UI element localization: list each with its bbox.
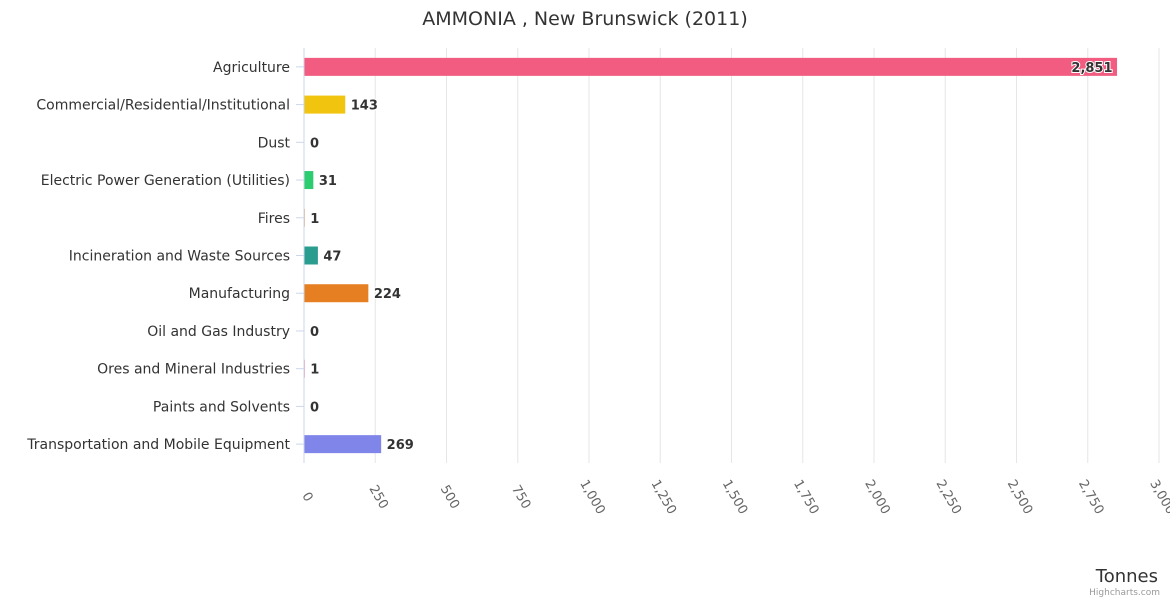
data-label: 47 bbox=[323, 250, 341, 265]
value-tick-label: 1,250 bbox=[647, 477, 679, 517]
category-label: Dust bbox=[258, 135, 291, 151]
category-label: Fires bbox=[258, 211, 290, 227]
value-tick-label: 1,500 bbox=[719, 477, 751, 517]
value-tick-label: 500 bbox=[437, 483, 462, 512]
bar[interactable] bbox=[305, 247, 318, 265]
category-axis bbox=[296, 48, 304, 463]
value-tick-label: 2,250 bbox=[932, 477, 964, 517]
data-label: 2,851 bbox=[1071, 61, 1112, 76]
data-label: 1 bbox=[310, 212, 319, 227]
value-tick-label: 1,000 bbox=[576, 477, 608, 517]
highcharts-credit[interactable]: Highcharts.com bbox=[1089, 588, 1160, 598]
category-label: Paints and Solvents bbox=[153, 399, 290, 415]
value-tick-label: 0 bbox=[298, 490, 315, 505]
bar[interactable] bbox=[305, 96, 346, 114]
data-labels: 2,851 143 0 31 1 47 224 0 1 0 269 bbox=[310, 61, 1113, 453]
bar[interactable] bbox=[305, 435, 382, 453]
value-axis-title: Tonnes bbox=[1095, 566, 1158, 587]
grid-lines bbox=[375, 48, 1159, 463]
data-label: 269 bbox=[387, 438, 414, 453]
category-labels: Agriculture Commercial/Residential/Instit… bbox=[26, 60, 290, 453]
category-label: Transportation and Mobile Equipment bbox=[26, 437, 290, 453]
value-tick-label: 2,750 bbox=[1075, 477, 1107, 517]
bars bbox=[305, 58, 1118, 453]
data-label: 224 bbox=[374, 287, 401, 302]
category-label: Incineration and Waste Sources bbox=[69, 249, 290, 265]
data-label: 0 bbox=[310, 136, 319, 151]
data-label: 1 bbox=[310, 363, 319, 378]
value-tick-label: 2,000 bbox=[861, 477, 893, 517]
bar[interactable] bbox=[305, 58, 1118, 76]
value-axis-ticks: 0 250 500 750 1,000 1,250 1,500 1,750 2,000 2,250… bbox=[298, 477, 1170, 517]
category-label: Ores and Mineral Industries bbox=[97, 362, 290, 378]
value-tick-label: 750 bbox=[508, 483, 533, 512]
value-tick-label: 250 bbox=[366, 483, 391, 512]
category-label: Oil and Gas Industry bbox=[147, 324, 290, 340]
category-label: Commercial/Residential/Institutional bbox=[36, 98, 290, 114]
value-tick-label: 2,500 bbox=[1004, 477, 1036, 517]
data-label: 143 bbox=[351, 99, 378, 114]
value-tick-label: 3,000 bbox=[1146, 477, 1170, 517]
bar[interactable] bbox=[305, 171, 314, 189]
bar[interactable] bbox=[305, 284, 369, 302]
value-tick-label: 1,750 bbox=[790, 477, 822, 517]
category-label: Manufacturing bbox=[189, 286, 290, 302]
data-label: 0 bbox=[310, 325, 319, 340]
category-label: Electric Power Generation (Utilities) bbox=[41, 173, 290, 189]
chart-title: AMMONIA , New Brunswick (2011) bbox=[422, 8, 747, 30]
category-label: Agriculture bbox=[213, 60, 290, 76]
data-label: 31 bbox=[319, 174, 337, 189]
data-label: 0 bbox=[310, 400, 319, 415]
